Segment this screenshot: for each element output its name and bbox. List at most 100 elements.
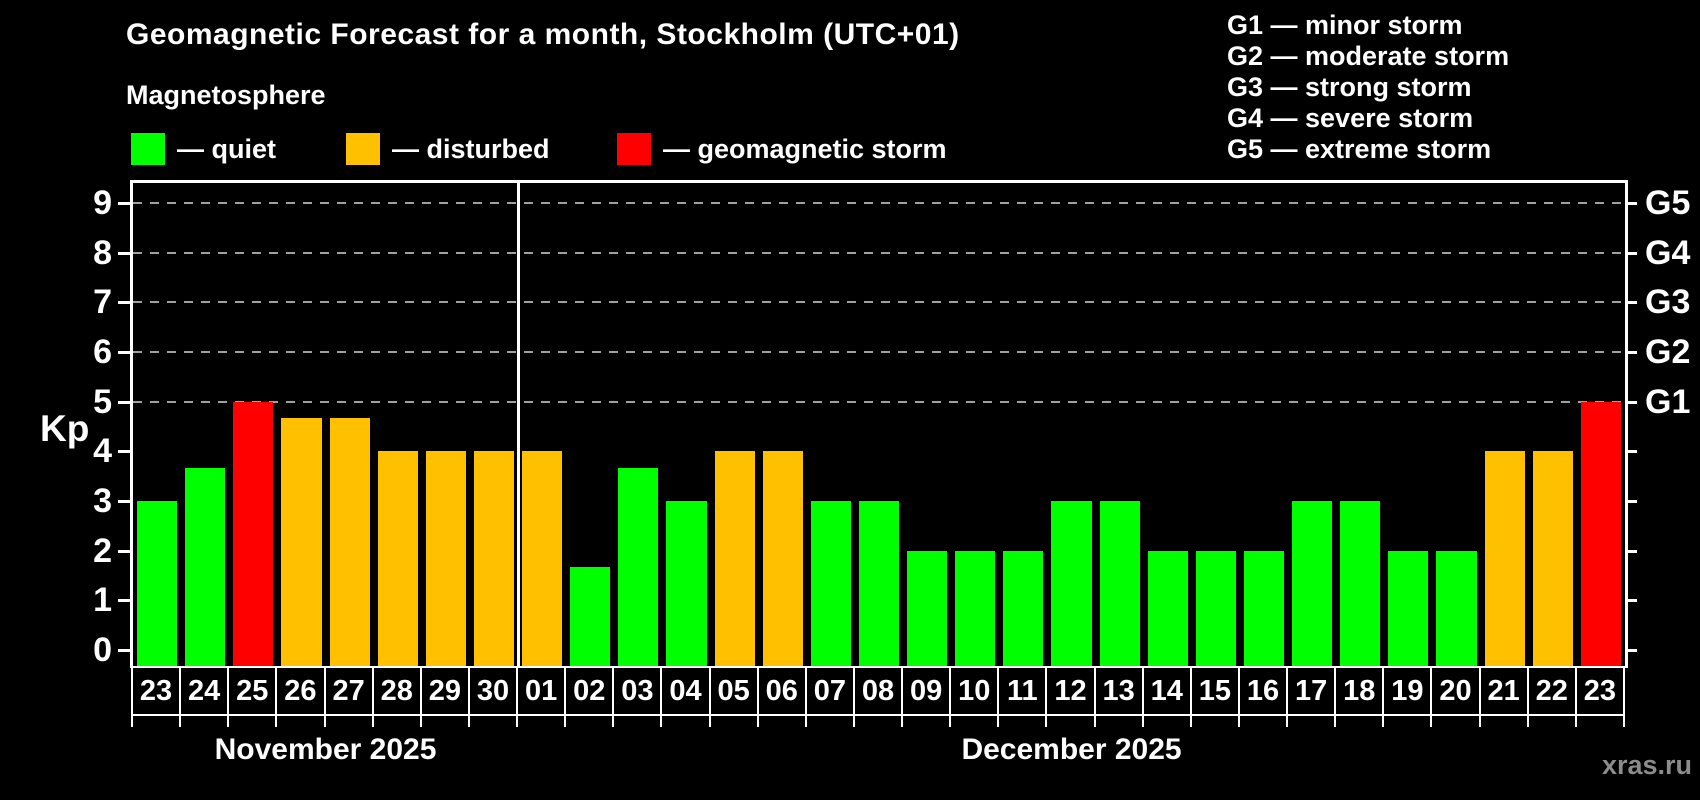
- kp-bar-03: [618, 467, 659, 668]
- kp-bar-27: [329, 418, 370, 668]
- kp-bar-06: [762, 451, 803, 668]
- date-axis-tick: [1189, 716, 1192, 727]
- watermark: xras.ru: [1601, 750, 1692, 780]
- kp-bar-22: [1532, 451, 1573, 668]
- y-tick-label-9: 9: [93, 183, 112, 222]
- kp-bar-25: [233, 401, 274, 668]
- kp-bar-01: [522, 451, 563, 668]
- date-axis-tick: [1526, 716, 1529, 727]
- y-tick-6: [118, 350, 130, 354]
- date-label-dec-20: 20: [1430, 666, 1481, 716]
- right-tick-4: [1625, 450, 1637, 454]
- kp-bar-30: [473, 451, 515, 668]
- kp-bar-02: [570, 567, 611, 668]
- legend-label-disturbed: — disturbed: [392, 133, 550, 164]
- gridline-kp-5: [133, 400, 1625, 403]
- kp-bar-04: [666, 500, 707, 668]
- y-tick-label-7: 7: [93, 283, 112, 322]
- kp-bar-19: [1388, 550, 1429, 668]
- date-label-dec-02: 02: [564, 666, 615, 716]
- right-tick-8: [1625, 251, 1637, 255]
- chart-subtitle: Magnetosphere: [126, 80, 326, 110]
- date-label-dec-04: 04: [660, 666, 711, 716]
- kp-bar-07: [810, 500, 851, 668]
- y-tick-label-8: 8: [93, 233, 112, 272]
- right-tick-0: [1625, 649, 1637, 652]
- date-label-nov-28: 28: [371, 666, 422, 716]
- date-axis-tick: [804, 716, 807, 727]
- g-legend-line-g4: G4 — severe storm: [1227, 103, 1474, 133]
- date-axis-tick: [1334, 716, 1337, 727]
- y-tick-2: [118, 549, 130, 553]
- g-tick-label-g1: G1: [1645, 382, 1691, 421]
- date-label-dec-08: 08: [852, 666, 904, 716]
- date-axis-tick: [660, 716, 663, 727]
- date-axis-tick: [756, 716, 759, 727]
- chart-title: Geomagnetic Forecast for a month, Stockh…: [126, 18, 960, 51]
- date-label-dec-21: 21: [1478, 666, 1529, 716]
- kp-bar-23: [137, 500, 178, 668]
- date-axis-tick: [564, 716, 567, 727]
- g-legend-line-g3: G3 — strong storm: [1227, 72, 1472, 102]
- g-tick-label-g4: G4: [1645, 233, 1691, 272]
- legend-label-quiet: — quiet: [177, 133, 276, 164]
- date-label-nov-24: 24: [179, 666, 230, 716]
- date-label-dec-09: 09: [901, 666, 952, 716]
- date-label-nov-27: 27: [323, 666, 374, 716]
- y-tick-label-0: 0: [93, 631, 112, 669]
- y-tick-label-1: 1: [93, 581, 112, 620]
- date-label-dec-18: 18: [1334, 666, 1385, 716]
- date-axis-tick: [1623, 716, 1625, 727]
- legend-item-storm: — geomagnetic storm: [617, 133, 947, 165]
- kp-bar-26: [281, 418, 322, 668]
- right-tick-1: [1625, 599, 1637, 603]
- date-axis-tick: [516, 716, 519, 727]
- date-axis-tick: [1286, 716, 1289, 727]
- kp-axis-label: Kp: [40, 408, 90, 449]
- date-axis-tick: [419, 716, 422, 727]
- date-label-dec-15: 15: [1189, 666, 1240, 716]
- date-label-nov-23: 23: [131, 666, 182, 716]
- date-axis-tick: [1478, 716, 1481, 727]
- date-label-nov-30: 30: [467, 666, 519, 716]
- date-axis-tick: [1141, 716, 1144, 727]
- right-tick-7: [1625, 301, 1637, 305]
- g-tick-label-g5: G5: [1645, 183, 1691, 222]
- y-tick-9: [118, 201, 130, 205]
- kp-bar-16: [1243, 550, 1285, 668]
- date-axis-tick: [131, 716, 133, 727]
- gridline-kp-6: [133, 350, 1625, 353]
- date-label-dec-11: 11: [997, 666, 1048, 716]
- date-axis-tick: [1382, 716, 1385, 727]
- date-label-dec-16: 16: [1237, 666, 1289, 716]
- date-axis-tick: [949, 716, 952, 727]
- date-label-dec-17: 17: [1286, 666, 1337, 716]
- date-label-dec-10: 10: [949, 666, 1000, 716]
- kp-bar-21: [1484, 451, 1525, 668]
- date-axis-tick: [323, 716, 326, 727]
- y-tick-1: [118, 599, 130, 603]
- legend-label-storm: — geomagnetic storm: [663, 133, 947, 164]
- date-label-dec-05: 05: [708, 666, 759, 716]
- month-label-december: December 2025: [961, 733, 1182, 766]
- date-axis-tick: [1237, 716, 1240, 727]
- date-label-dec-13: 13: [1093, 666, 1144, 716]
- gridline-kp-7: [133, 301, 1625, 304]
- date-label-nov-25: 25: [227, 666, 278, 716]
- y-tick-0: [118, 649, 130, 652]
- legend-swatch-disturbed: [346, 133, 380, 165]
- kp-bar-24: [185, 467, 226, 668]
- right-tick-2: [1625, 549, 1637, 553]
- legend-item-quiet: — quiet: [131, 133, 276, 165]
- date-axis-tick: [1093, 716, 1096, 727]
- date-axis-tick: [612, 716, 615, 727]
- legend-item-disturbed: — disturbed: [346, 133, 550, 165]
- date-label-nov-26: 26: [275, 666, 326, 716]
- y-tick-4: [118, 450, 130, 454]
- y-tick-label-6: 6: [93, 332, 112, 371]
- date-axis-tick: [1045, 716, 1048, 727]
- g-legend-line-g2: G2 — moderate storm: [1227, 41, 1510, 71]
- y-tick-label-4: 4: [93, 432, 112, 471]
- kp-bar-08: [858, 500, 900, 668]
- date-label-dec-23: 23: [1574, 666, 1625, 716]
